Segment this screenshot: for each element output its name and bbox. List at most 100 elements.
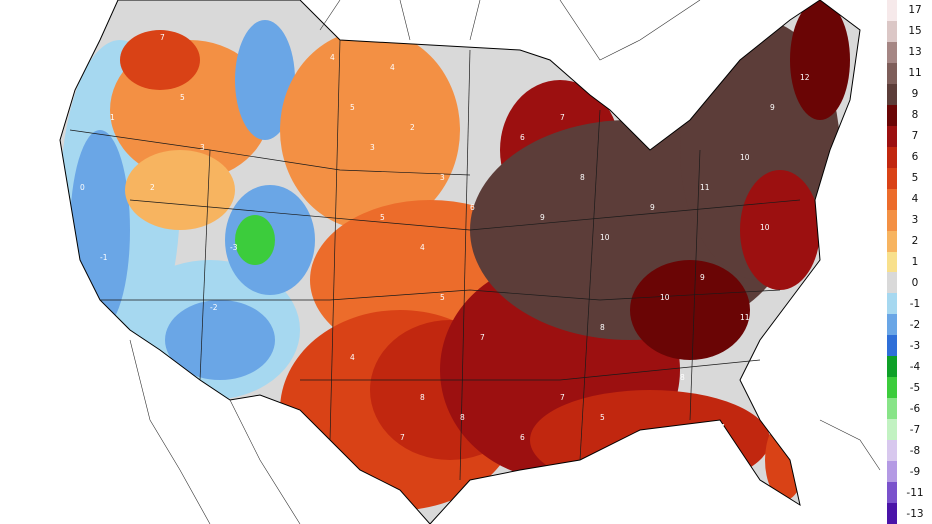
anomaly-value-label: 5: [350, 103, 355, 112]
anomaly-value-label: -2: [210, 303, 218, 312]
anomaly-value-label: 7: [400, 433, 405, 442]
legend-label: -3: [909, 339, 921, 352]
anomaly-value-label: 6: [520, 433, 525, 442]
anomaly-value-label: 9: [650, 203, 655, 212]
legend-label: 3: [911, 214, 919, 227]
anomaly-fill: [60, 0, 860, 524]
anomaly-value-label: 4: [420, 243, 425, 252]
legend-swatch: [887, 482, 897, 504]
anomaly-value-label: 8: [580, 173, 585, 182]
legend-swatch: [887, 62, 897, 85]
anomaly-value-label: 3: [440, 173, 445, 182]
anomaly-value-label: 6: [470, 203, 475, 212]
legend-label: -4: [909, 360, 921, 373]
legend-label: -1: [909, 297, 921, 310]
anomaly-value-label: 5: [180, 93, 185, 102]
anomaly-value-label: 10: [600, 233, 610, 242]
legend-swatch: [887, 20, 897, 43]
legend-swatch: [887, 356, 897, 378]
neighbor-boundaries: [129, 0, 881, 524]
legend-swatch: [887, 335, 897, 357]
temperature-anomaly-map: 753210-1-2-34543235465787867891091110912…: [59, 0, 881, 524]
anomaly-value-label: 3: [370, 143, 375, 152]
anomaly-value-label: 7: [480, 333, 485, 342]
legend-label: 0: [911, 276, 919, 289]
legend-label: 2: [911, 235, 919, 248]
anomaly-value-label: 7: [560, 113, 565, 122]
anomaly-value-label: 12: [800, 73, 810, 82]
anomaly-value-label: 0: [80, 183, 85, 192]
legend-label: 5: [911, 172, 919, 185]
anomaly-value-label: 2: [150, 183, 155, 192]
legend-label: -13: [906, 507, 924, 520]
legend-swatch: [887, 419, 897, 441]
legend-label: 4: [911, 193, 919, 206]
color-legend: 17 15 13 11 9 8 7 6 5 4 3 2 1 0 -1 -2 -3 -4 -5 -6 -7 -8 -9 -11 -…: [887, 0, 932, 524]
legend-label: 15: [908, 25, 922, 38]
anomaly-value-label: 4: [330, 53, 335, 62]
anomaly-value-label: 7: [160, 33, 165, 42]
anomaly-value-label: 8: [600, 323, 605, 332]
legend-swatch: [887, 209, 897, 232]
legend-label: 17: [908, 4, 922, 17]
legend-swatch: [887, 461, 897, 483]
anomaly-value-label: 2: [410, 123, 415, 132]
anomaly-value-label: 10: [760, 223, 770, 232]
legend-swatch: [887, 293, 897, 315]
anomaly-value-label: 8: [460, 413, 465, 422]
legend-label: -2: [909, 318, 921, 331]
anomaly-value-label: 8: [420, 393, 425, 402]
legend-label: -8: [909, 444, 921, 457]
us-outline: [59, 0, 861, 524]
anomaly-value-label: 5: [600, 413, 605, 422]
anomaly-value-label: 4: [390, 63, 395, 72]
legend-swatch: [887, 272, 897, 294]
legend-label: -6: [909, 402, 921, 415]
anomaly-value-label: -1: [100, 253, 108, 262]
legend-swatch: [887, 104, 897, 127]
legend-label: 6: [911, 151, 919, 164]
legend-label: 8: [911, 109, 919, 122]
legend-swatch: [887, 41, 897, 64]
legend-label: 7: [911, 130, 919, 143]
anomaly-value-labels: 753210-1-2-34543235465787867891091110912…: [80, 33, 810, 442]
legend-swatch: [887, 503, 897, 524]
legend-swatch: [887, 0, 897, 22]
legend-swatch: [887, 188, 897, 211]
anomaly-value-label: 7: [720, 423, 725, 432]
legend-label: -5: [909, 381, 921, 394]
anomaly-value-label: 1: [110, 113, 115, 122]
legend-label: -7: [909, 423, 921, 436]
legend-swatch: [887, 83, 897, 106]
legend-swatch: [887, 251, 897, 273]
anomaly-value-label: 4: [350, 353, 355, 362]
legend-label: 1: [911, 256, 919, 268]
legend-label: -11: [906, 486, 924, 499]
legend-swatch: [887, 230, 897, 252]
anomaly-value-label: 9: [770, 103, 775, 112]
anomaly-value-label: 8: [680, 373, 685, 382]
anomaly-value-label: 11: [740, 313, 750, 322]
legend-label: 11: [908, 67, 922, 80]
anomaly-value-label: 3: [200, 143, 205, 152]
anomaly-value-label: 11: [700, 183, 710, 192]
anomaly-value-label: 7: [780, 433, 785, 442]
legend-swatch: [887, 314, 897, 336]
state-boundaries: [69, 39, 801, 481]
legend-swatch: [887, 146, 897, 169]
legend-swatch: [887, 167, 897, 190]
legend-label: -9: [909, 465, 921, 478]
anomaly-value-label: 6: [520, 133, 525, 142]
legend-swatch: [887, 125, 897, 148]
anomaly-value-label: 9: [700, 273, 705, 282]
legend-label: 9: [911, 88, 919, 101]
anomaly-value-label: 7: [560, 393, 565, 402]
legend-swatch: [887, 398, 897, 420]
anomaly-value-label: 10: [740, 153, 750, 162]
legend-swatch: [887, 377, 897, 399]
anomaly-value-label: 5: [380, 213, 385, 222]
anomaly-value-label: 9: [540, 213, 545, 222]
anomaly-value-label: 5: [440, 293, 445, 302]
anomaly-value-label: -3: [230, 243, 238, 252]
